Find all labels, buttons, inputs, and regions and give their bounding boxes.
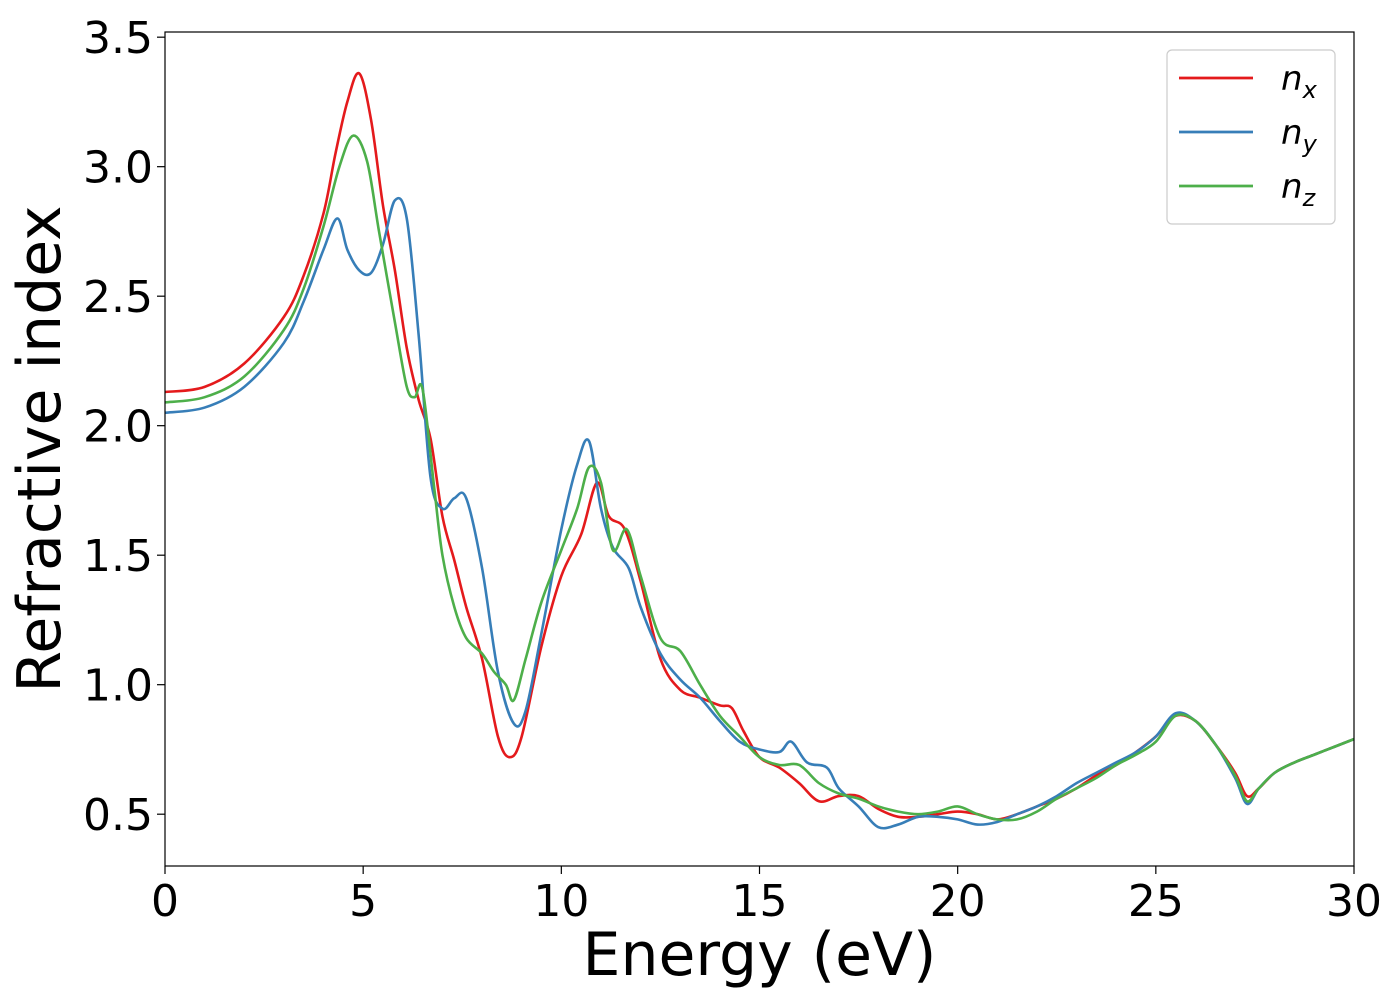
legend-label-n-z: nz xyxy=(1281,167,1317,212)
x-tick-label: 0 xyxy=(151,876,179,927)
x-tick-label: 15 xyxy=(732,876,788,927)
legend-box xyxy=(1166,49,1336,225)
series-line-n-z xyxy=(165,134,1354,822)
x-axis-label: Energy (eV) xyxy=(583,920,937,990)
x-tick-label: 20 xyxy=(930,876,986,927)
legend-label-n-x: nx xyxy=(1281,59,1318,104)
y-tick-label: 1.0 xyxy=(83,661,153,712)
y-tick-label: 0.5 xyxy=(83,790,153,841)
y-tick-label: 3.5 xyxy=(83,13,153,64)
y-tick-label: 2.0 xyxy=(83,402,153,453)
x-tick-label: 10 xyxy=(533,876,589,927)
x-tick-label: 30 xyxy=(1326,876,1382,927)
legend-label-n-y: ny xyxy=(1281,113,1318,158)
x-tick-label: 25 xyxy=(1128,876,1184,927)
y-tick-label: 3.0 xyxy=(83,143,153,194)
series-lines xyxy=(165,71,1354,830)
series-line-n-y xyxy=(165,196,1354,830)
y-tick-label: 1.5 xyxy=(83,531,153,582)
y-axis-label: Refractive index xyxy=(5,205,75,692)
axis-ticks: 0 5 10 15 20 25 30 0.5 1.0 1.5 2.0 2.5 3.0 3.5 xyxy=(83,13,1382,927)
x-tick-label: 5 xyxy=(349,876,377,927)
legend: nx ny nz xyxy=(1166,49,1336,225)
y-tick-label: 2.5 xyxy=(83,272,153,323)
